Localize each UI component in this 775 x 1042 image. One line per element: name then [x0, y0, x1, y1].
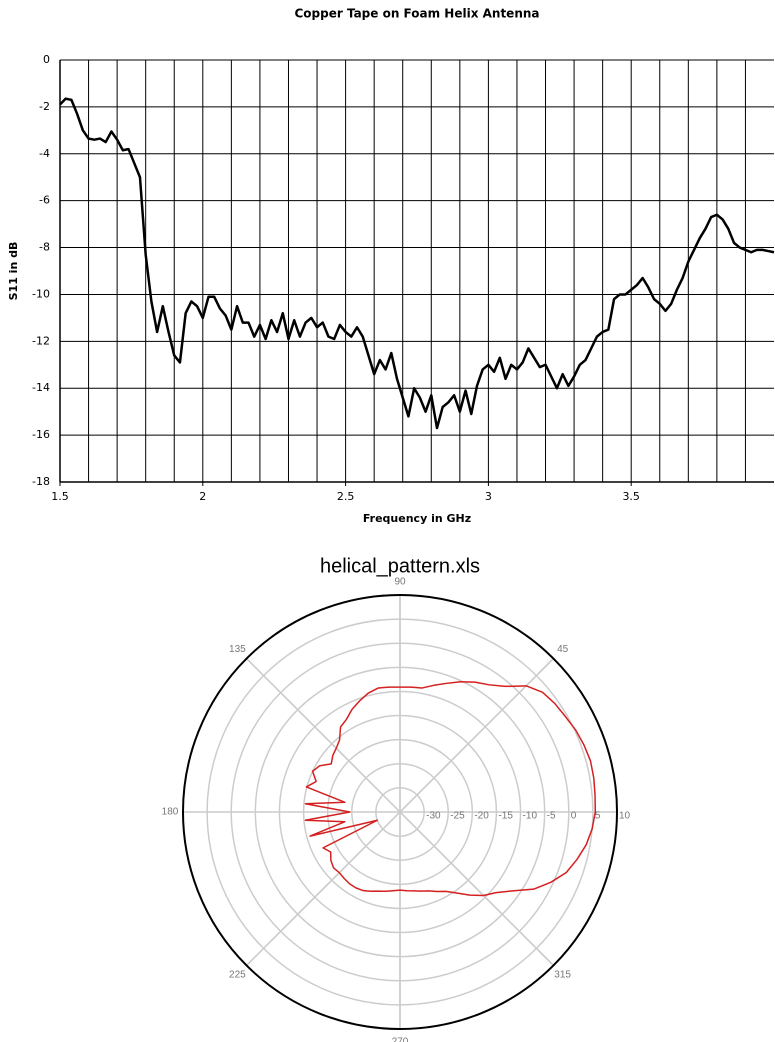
- r-tick-label: -10: [523, 811, 538, 822]
- y-tick-label: -10: [32, 287, 50, 300]
- ring: [254, 666, 546, 958]
- ring: [375, 787, 425, 837]
- theta-tick-label: 180: [162, 807, 179, 818]
- y-tick-label: -2: [39, 100, 50, 113]
- theta-tick-label: 90: [394, 577, 406, 588]
- y-tick-label: -12: [32, 334, 50, 347]
- theta-tick-label: 270: [392, 1037, 409, 1042]
- r-tick-label: 5: [595, 811, 601, 822]
- y-tick-label: -4: [39, 147, 50, 160]
- ring: [351, 763, 449, 861]
- x-tick-label: 1.5: [51, 490, 69, 503]
- x-tick-label: 2: [199, 490, 206, 503]
- ring: [230, 642, 570, 982]
- r-tick-label: -15: [498, 811, 513, 822]
- ring: [206, 618, 594, 1006]
- y-tick-label: -16: [32, 428, 50, 441]
- theta-tick-label: 315: [554, 969, 571, 980]
- x-tick-label: 2.5: [337, 490, 355, 503]
- chart-title: helical_pattern.xls: [320, 555, 480, 577]
- pattern-line: [304, 681, 597, 897]
- x-tick-label: 3.5: [622, 490, 640, 503]
- r-tick-label: -5: [547, 811, 556, 822]
- theta-tick-label: 225: [229, 969, 246, 980]
- r-tick-label: -30: [426, 811, 441, 822]
- ring: [302, 714, 498, 910]
- y-tick-label: -6: [39, 194, 50, 207]
- ring: [326, 738, 474, 886]
- r-tick-label: 10: [619, 811, 631, 822]
- ring: [182, 594, 618, 1030]
- data-line: [59, 97, 775, 430]
- chart-title: Copper Tape on Foam Helix Antenna: [294, 7, 539, 21]
- ring: [278, 690, 522, 934]
- y-axis-label: S11 in dB: [7, 242, 20, 301]
- y-tick-label: 0: [43, 53, 50, 66]
- r-tick-label: 0: [571, 811, 577, 822]
- y-tick-label: -8: [39, 241, 50, 254]
- theta-tick-label: 135: [229, 644, 246, 655]
- y-tick-label: -14: [32, 381, 50, 394]
- x-tick-label: 3: [485, 490, 492, 503]
- theta-tick-label: 45: [557, 644, 569, 655]
- x-axis-label: Frequency in GHz: [363, 512, 471, 525]
- r-tick-label: -20: [474, 811, 489, 822]
- y-tick-label: -18: [32, 475, 50, 488]
- r-tick-label: -25: [450, 811, 465, 822]
